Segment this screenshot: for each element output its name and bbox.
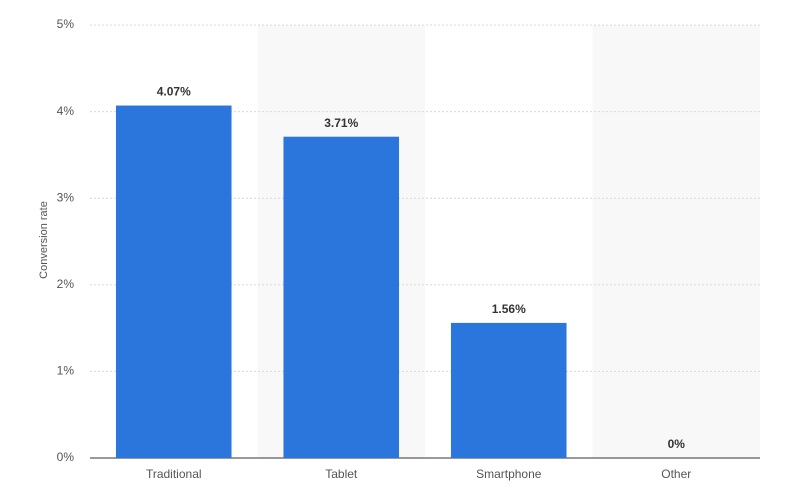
bar: [283, 136, 400, 459]
y-tick-label: 0%: [57, 450, 75, 464]
y-tick-label: 2%: [57, 277, 75, 291]
x-tick-label: Smartphone: [476, 467, 542, 481]
y-tick-label: 3%: [57, 190, 75, 204]
value-label: 1.56%: [492, 302, 526, 316]
value-label: 0%: [668, 437, 686, 451]
y-tick-label: 5%: [57, 17, 75, 31]
x-tick-label: Tablet: [325, 467, 358, 481]
band-background: [592, 25, 760, 458]
y-tick-label: 4%: [57, 104, 75, 118]
value-label: 3.71%: [324, 116, 358, 130]
y-axis-label: Conversion rate: [38, 201, 50, 279]
x-tick-label: Traditional: [146, 467, 202, 481]
y-tick-label: 1%: [57, 364, 75, 378]
x-tick-label: Other: [661, 467, 691, 481]
value-label: 4.07%: [157, 85, 191, 99]
bar: [115, 105, 232, 459]
bar: [450, 322, 567, 458]
